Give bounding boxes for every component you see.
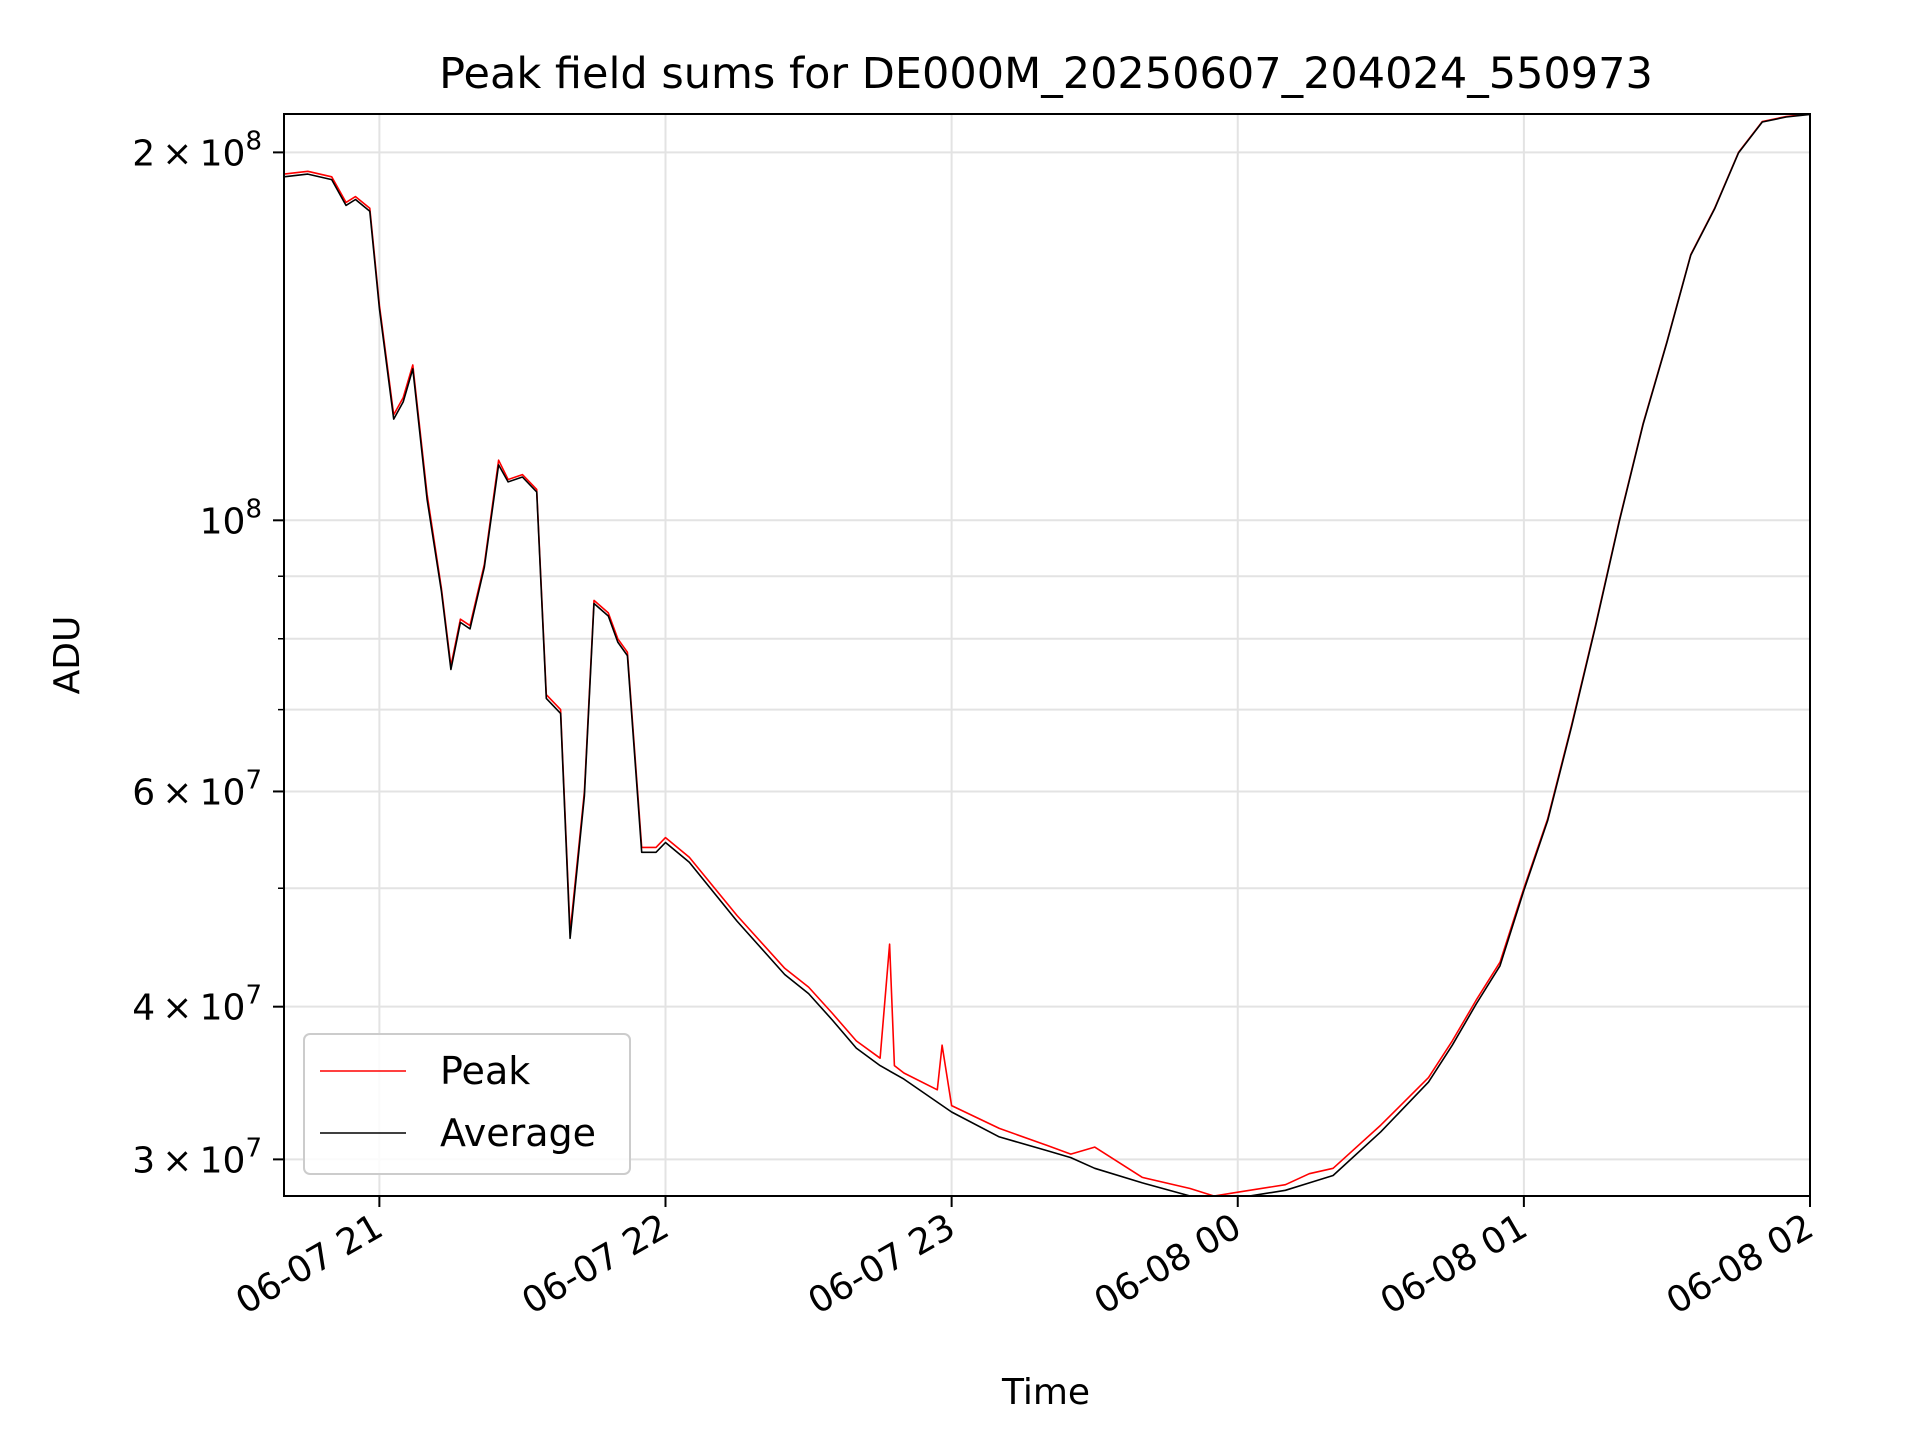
legend-label-peak: Peak — [440, 1049, 530, 1093]
y-tick-label: 108 — [200, 494, 262, 542]
y-axis: 3 × 107 4 × 107 6 × 107 108 2 × 108 — [132, 126, 284, 1181]
y-tick-label: 6 × 107 — [132, 765, 262, 813]
series-line-average — [284, 114, 1810, 1196]
y-tick-label: 4 × 107 — [132, 981, 262, 1029]
chart-title: Peak field sums for DE000M_20250607_2040… — [439, 49, 1653, 99]
y-tick-label: 3 × 107 — [132, 1133, 262, 1181]
legend-label-average: Average — [440, 1111, 596, 1155]
plot-frame — [283, 113, 1811, 1197]
legend: Peak Average — [303, 1033, 631, 1175]
x-axis-label: Time — [1001, 1372, 1090, 1413]
y-axis-label: ADU — [47, 616, 88, 695]
legend-box — [303, 1033, 631, 1175]
y-tick-label: 2 × 108 — [132, 126, 262, 174]
series-group — [284, 114, 1810, 1196]
